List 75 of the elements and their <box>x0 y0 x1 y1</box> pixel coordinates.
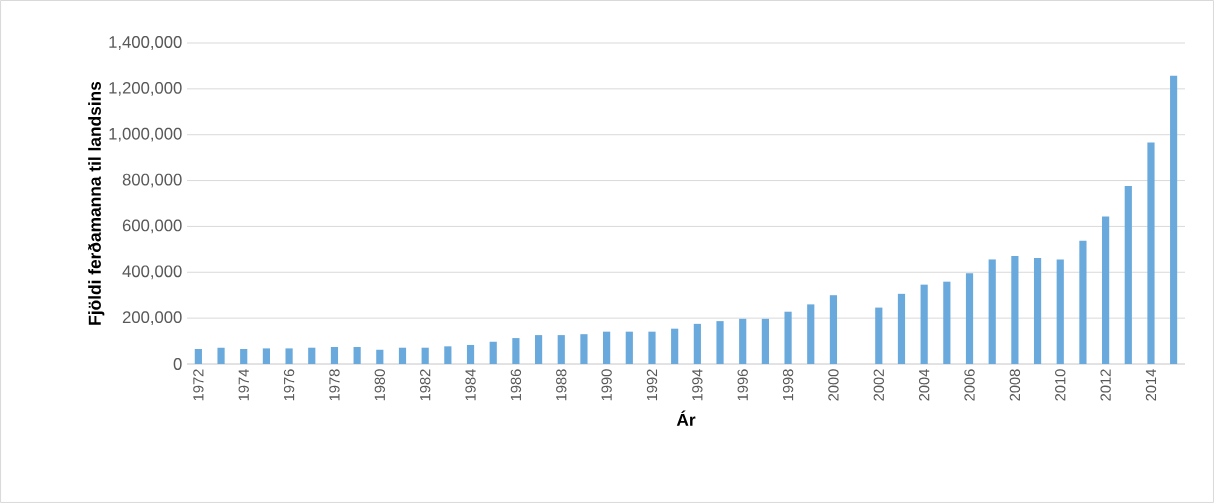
bar <box>739 318 747 364</box>
x-tick-label: 2000 <box>828 369 839 401</box>
x-tick-label: 1994 <box>692 369 703 401</box>
bar <box>1033 258 1042 364</box>
bar <box>897 293 906 364</box>
bar <box>603 331 611 364</box>
x-tick-label: 2014 <box>1145 369 1157 401</box>
y-tick-label: 1,000,000 <box>109 127 182 142</box>
bar <box>580 334 588 364</box>
bar <box>376 349 384 364</box>
y-tick-label: 800,000 <box>122 173 182 188</box>
bar <box>398 347 407 364</box>
x-tick-label: 1988 <box>556 369 567 401</box>
bar <box>1011 256 1019 364</box>
x-tick-label: 1974 <box>238 369 249 401</box>
bar <box>1170 75 1178 364</box>
bar <box>648 331 656 364</box>
x-tick-label: 2012 <box>1100 369 1111 401</box>
y-tick-label: 200,000 <box>122 311 182 326</box>
x-tick-label: 1978 <box>329 369 340 401</box>
bar <box>489 341 497 364</box>
bar <box>875 307 883 364</box>
bar <box>807 304 815 364</box>
bar <box>784 311 792 364</box>
y-tick-label: 600,000 <box>122 219 182 234</box>
bar <box>761 318 769 364</box>
y-tick-label: 400,000 <box>122 265 182 280</box>
bar <box>1102 216 1110 364</box>
bar <box>194 349 202 364</box>
bar <box>943 281 951 364</box>
bar <box>693 323 701 364</box>
bar <box>262 348 270 364</box>
x-tick-label: 1972 <box>193 369 204 401</box>
bar <box>285 348 293 364</box>
bar <box>625 331 633 364</box>
bar <box>557 335 565 364</box>
bar <box>308 347 316 364</box>
x-tick-label: 1996 <box>737 369 748 401</box>
bar <box>965 273 974 364</box>
y-tick-label: 1,200,000 <box>109 81 182 96</box>
x-tick-label: 1998 <box>782 369 794 401</box>
bar <box>1147 142 1155 364</box>
bar <box>534 335 543 364</box>
x-tick-label: 1976 <box>283 369 295 401</box>
bar <box>716 321 724 364</box>
y-tick-label: 0 <box>173 358 182 370</box>
x-tick-label: 1986 <box>510 369 522 401</box>
x-tick-label: 1990 <box>601 369 612 401</box>
x-tick-label: 2010 <box>1055 369 1066 401</box>
bar <box>988 259 996 364</box>
bar <box>466 344 475 364</box>
x-axis-title: Ár <box>676 410 696 426</box>
y-axis-title: Fjöldi ferðamanna til landsins <box>88 81 105 325</box>
bar <box>671 328 679 364</box>
bar <box>1056 259 1064 364</box>
bar <box>1124 186 1132 364</box>
bar <box>353 347 361 364</box>
bar <box>1079 240 1087 364</box>
bar <box>217 347 225 364</box>
bar <box>829 295 838 364</box>
x-tick-label: 2002 <box>873 369 884 401</box>
y-tick-label: 1,400,000 <box>109 36 182 50</box>
bar <box>920 284 928 364</box>
bar <box>444 346 452 364</box>
x-tick-label: 1980 <box>374 369 386 401</box>
x-tick-label: 2008 <box>1009 369 1021 401</box>
x-tick-label: 1982 <box>420 369 431 401</box>
x-tick-label: 1984 <box>465 369 476 401</box>
bar <box>512 338 520 364</box>
bar <box>240 349 248 364</box>
bar <box>330 347 339 364</box>
x-tick-label: 1992 <box>646 369 658 401</box>
x-tick-label: 2004 <box>918 369 930 401</box>
x-tick-label: 2006 <box>964 369 975 401</box>
bar <box>421 347 429 364</box>
